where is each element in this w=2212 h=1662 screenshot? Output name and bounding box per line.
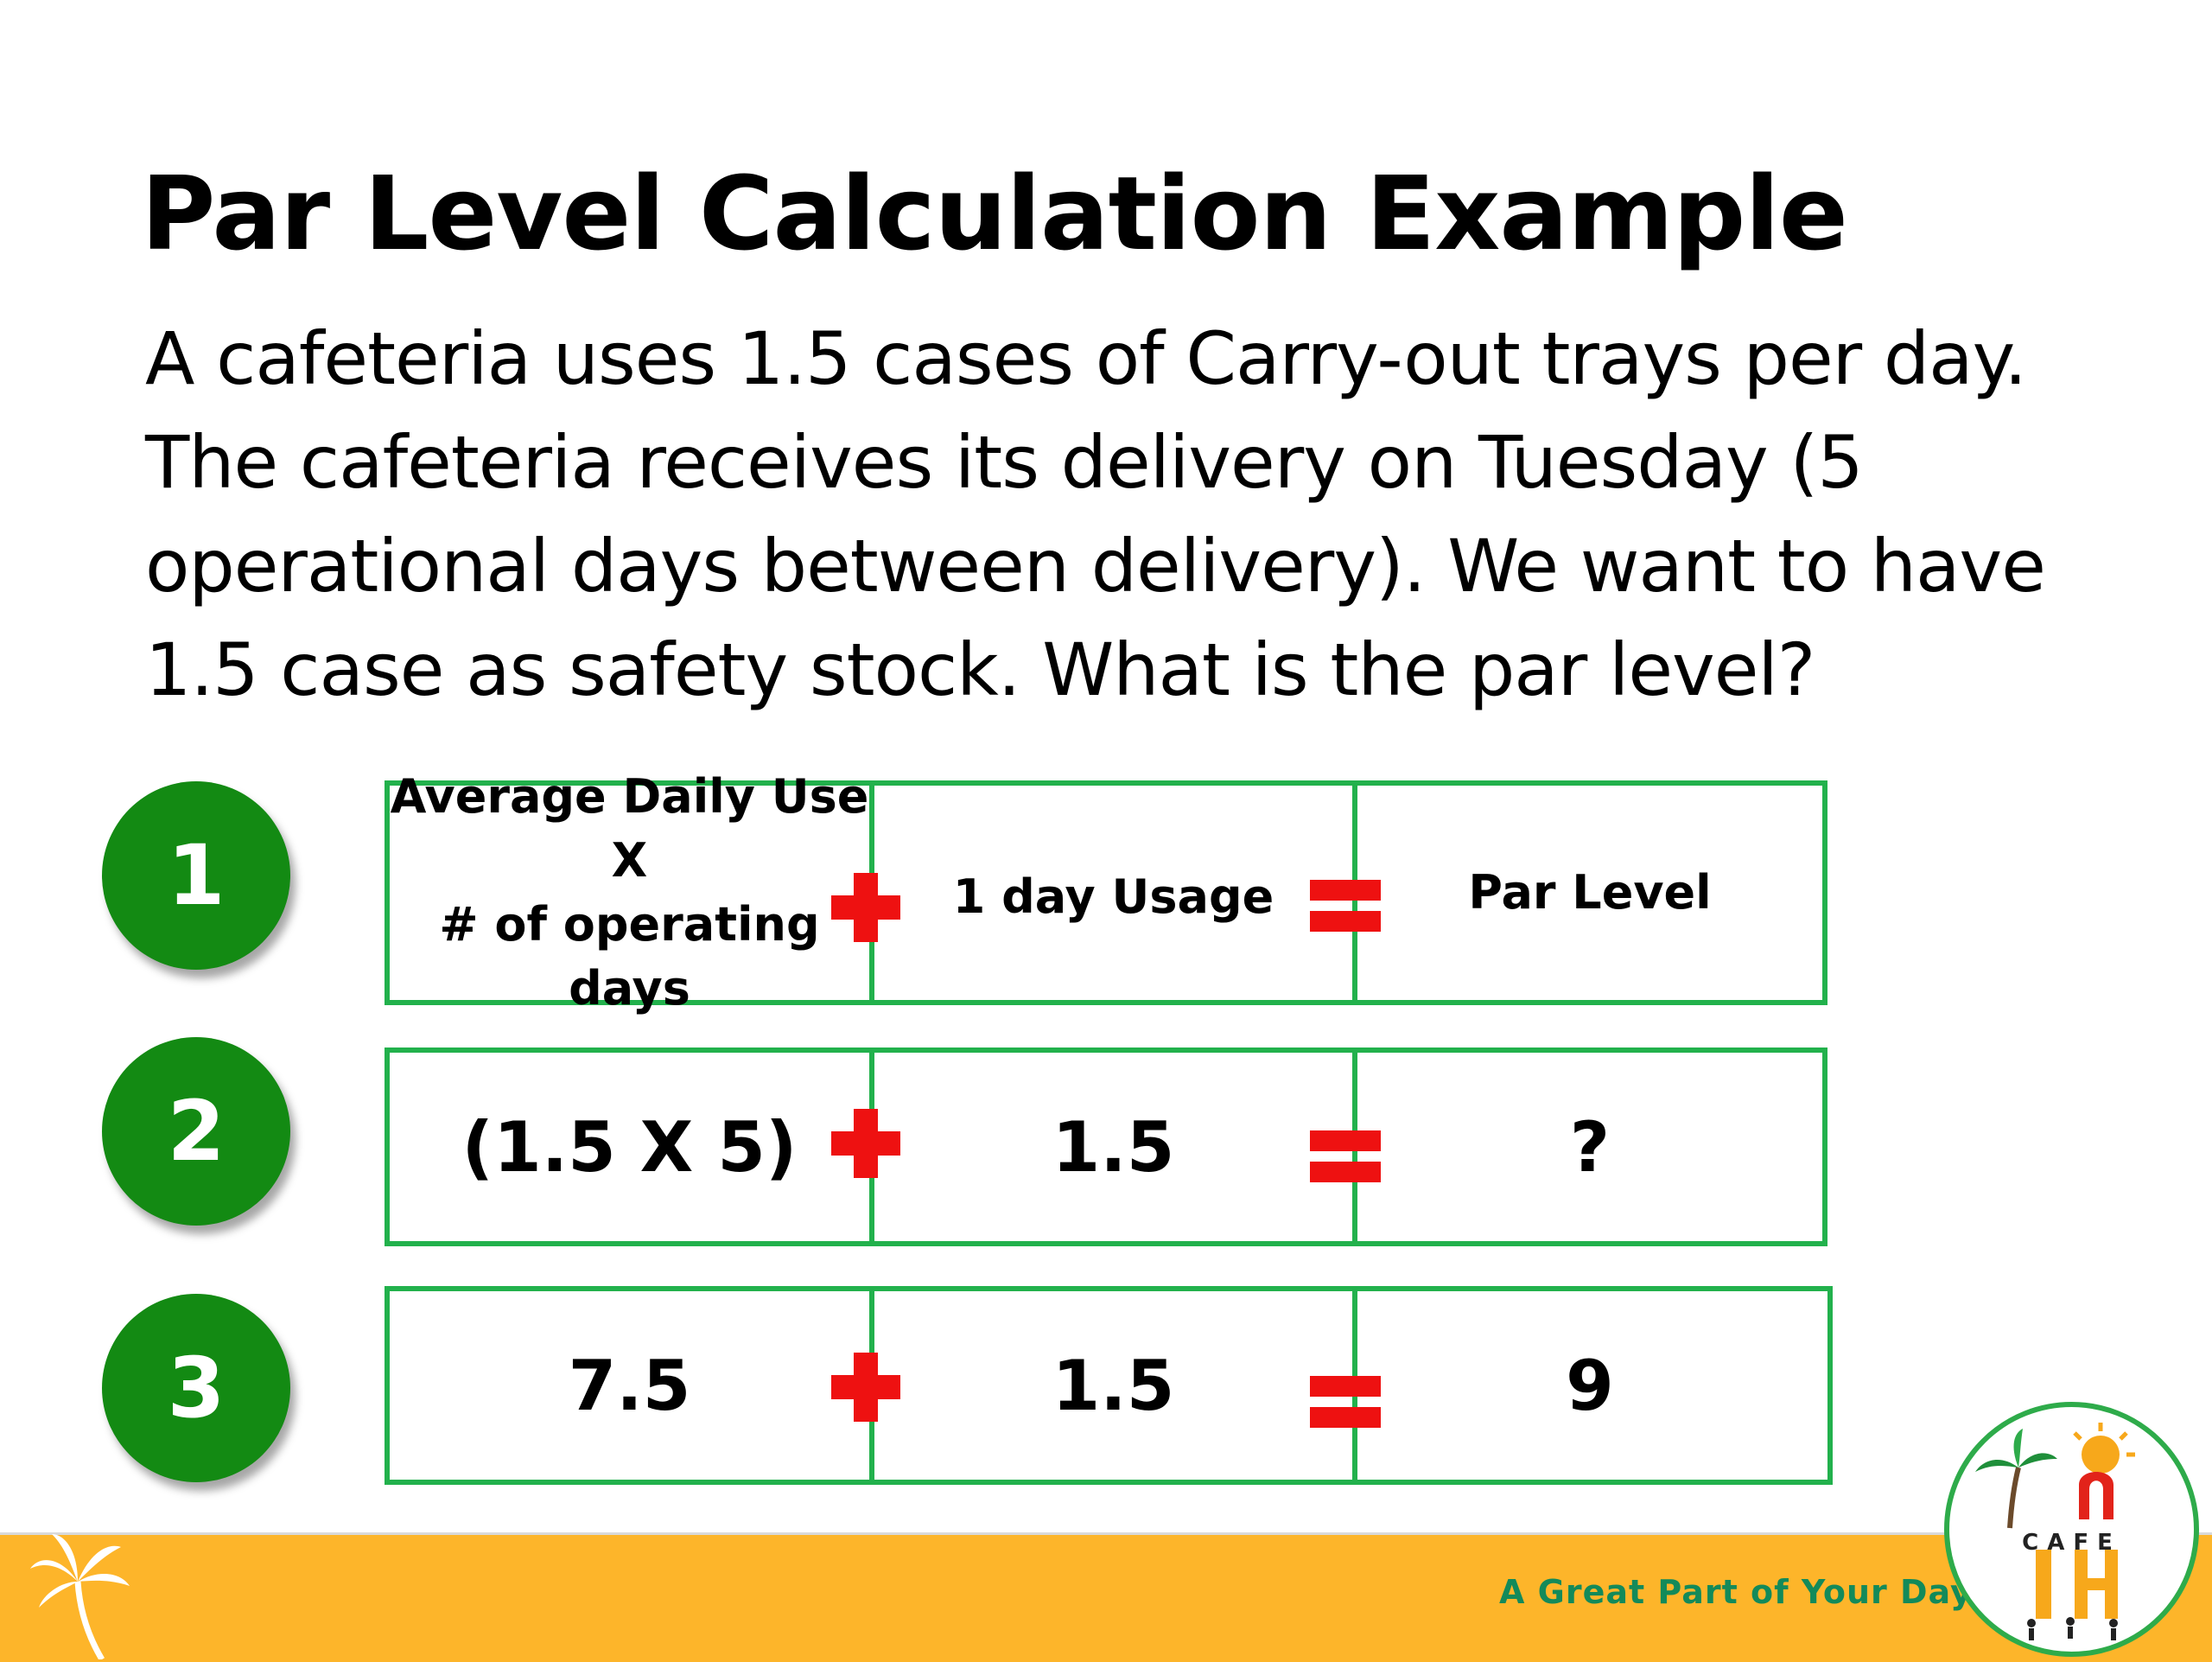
- step-badge-1: 1: [102, 781, 290, 970]
- formula-cell-par-level: Par Level: [1468, 865, 1712, 920]
- formula-cell-par-level: ?: [1569, 1106, 1611, 1188]
- problem-line: operational days between delivery). We w…: [145, 524, 2046, 608]
- formula-cell-one-day-usage: 1.5: [1052, 1106, 1175, 1188]
- logo-text: CAFE: [2022, 1530, 2121, 1556]
- step-badge-2: 2: [102, 1037, 290, 1226]
- page-title: Par Level Calculation Example: [141, 154, 1848, 273]
- cell-line: X: [611, 833, 648, 888]
- problem-line: A cafeteria uses 1.5 cases of Carry-out …: [145, 316, 2027, 401]
- plus-icon: [831, 873, 900, 942]
- equals-icon: [1310, 1376, 1381, 1428]
- cell-line: # of operating days: [439, 897, 820, 1016]
- equals-icon: [1310, 880, 1381, 932]
- palm-tree-icon: [30, 1534, 130, 1659]
- formula-row: 7.5 1.5 9: [385, 1286, 1833, 1485]
- equals-icon: [1310, 1130, 1381, 1182]
- cafe-logo: CAFE: [1944, 1402, 2199, 1657]
- problem-statement: A cafeteria uses 1.5 cases of Carry-out …: [145, 307, 2098, 722]
- plus-icon: [831, 1353, 900, 1422]
- formula-cell-one-day-usage: 1 day Usage: [952, 869, 1274, 924]
- formula-cell-par-level: 9: [1566, 1345, 1614, 1426]
- formula-cell-average-daily-use: (1.5 X 5): [461, 1106, 798, 1188]
- formula-row: Average Daily Use X # of operating days …: [385, 769, 1827, 1016]
- plus-icon: [831, 1109, 900, 1178]
- footer-tagline: A Great Part of Your Day: [1499, 1573, 1973, 1611]
- formula-cell-average-daily-use: 7.5: [568, 1345, 691, 1426]
- problem-line: 1.5 case as safety stock. What is the pa…: [145, 627, 1815, 712]
- step-badge-3: 3: [102, 1294, 290, 1482]
- formula-cell-one-day-usage: 1.5: [1052, 1345, 1175, 1426]
- footer-bar: [0, 1532, 2212, 1662]
- problem-line: The cafeteria receives its delivery on T…: [145, 420, 1864, 505]
- cell-line: Average Daily Use: [390, 769, 869, 824]
- formula-cell-average-daily-use: Average Daily Use X # of operating days: [390, 769, 869, 1016]
- formula-row: (1.5 X 5) 1.5 ?: [385, 1048, 1827, 1246]
